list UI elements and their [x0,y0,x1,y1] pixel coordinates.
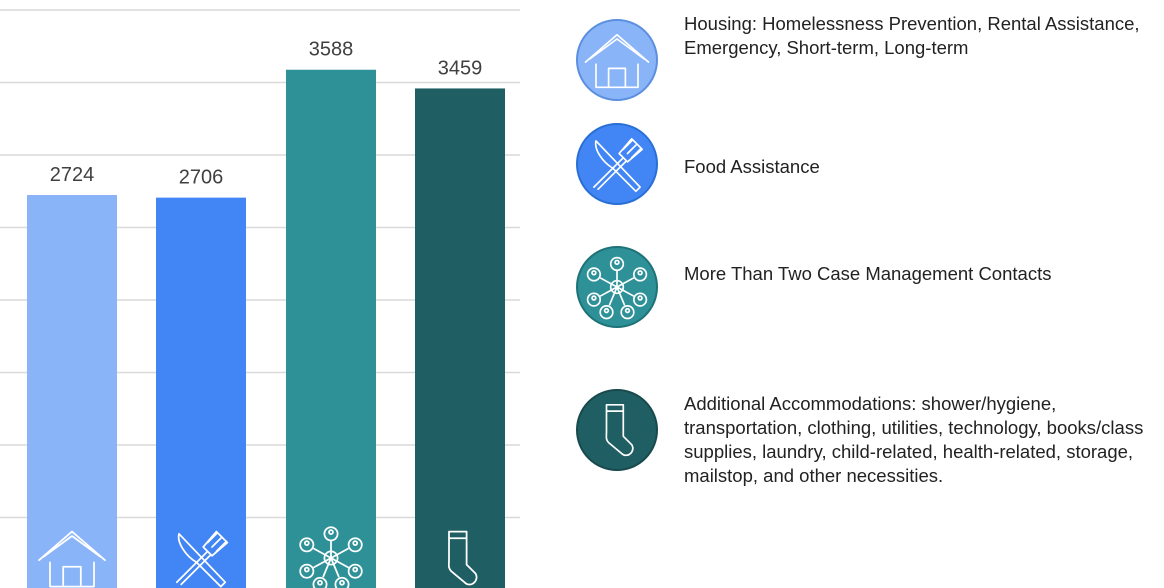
icon-part [594,140,641,193]
icon [447,530,478,586]
bar [27,195,117,588]
legend-label: More Than Two Case Management Contacts [684,263,1052,284]
icon-part [330,547,349,559]
icon-part [586,267,602,282]
icon-part [313,557,332,569]
icon-part [38,530,106,588]
icon-part [608,286,618,306]
icon-part [599,286,618,297]
icon-part [637,270,643,276]
icon-part [317,579,323,586]
icon-part [591,295,597,301]
legend-icon-bg [576,19,658,101]
icon-part [328,529,334,536]
icon-part [303,566,310,573]
icon [299,526,363,588]
value-label: 2706 [179,167,224,189]
legend-label: Additional Accommodations: shower/hygien… [684,393,1144,486]
icon-part [620,305,635,320]
icon-part [616,277,635,288]
icon-part [299,563,315,579]
icon-part [632,292,648,307]
icon [175,530,229,588]
legend-icon-bg [576,389,658,471]
icon-part [334,576,350,588]
icon-part [603,307,610,314]
icon-part [609,256,625,272]
icon-part [614,259,620,266]
icon-part [313,547,332,559]
icon [593,137,644,193]
icon-part [175,530,229,586]
value-label: 3588 [309,39,354,61]
icon [605,403,634,457]
icon-part [322,557,332,578]
icon-part [637,295,643,301]
icon-part [299,537,315,553]
value-label: 3459 [438,57,483,79]
icon-part [624,307,631,314]
icon-part [632,267,648,282]
bar [286,69,376,588]
icon-part [616,286,626,306]
icon-part [347,537,363,553]
icon-part [352,540,359,547]
icon-part [605,403,634,457]
icon-part [347,563,363,579]
icon [584,33,650,89]
bar [156,197,246,588]
bar [415,88,505,588]
icon-part [312,576,328,588]
icon-part [330,557,340,578]
icon-part [586,292,602,307]
icon-part [303,540,310,547]
icon [586,256,648,320]
legend-label: Food Assistance [684,156,820,177]
icon-part [447,530,478,586]
icon-part [609,279,625,295]
icon-part [599,277,618,288]
icon-part [323,550,339,566]
icon-part [616,286,635,297]
icon-part [323,526,339,542]
icon-part [330,557,349,569]
icon-part [593,137,644,191]
value-label: 2724 [50,164,95,186]
icon-part [339,579,345,586]
icon-part [591,270,597,276]
icon-part [352,566,359,573]
icon-part [177,532,227,588]
icon [38,530,106,588]
icon-part [584,33,650,89]
legend-label: Housing: Homelessness Prevention, Rental… [684,13,1140,58]
icon-part [599,305,614,320]
